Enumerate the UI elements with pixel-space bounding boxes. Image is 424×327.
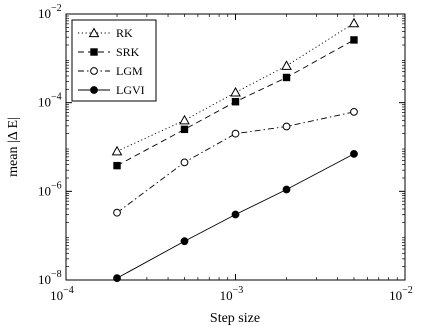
x-tick-label: 10−4 — [50, 285, 74, 303]
y-tick-exponent: −2 — [51, 3, 62, 14]
legend: RK SRK LGM LGVI — [71, 19, 157, 102]
series-line-lgm — [116, 111, 355, 214]
legend-label-lgvi: LGVI — [116, 83, 145, 97]
legend-box — [71, 19, 157, 102]
y-tick-label: 10−4 — [38, 92, 62, 110]
legend-marker-lgm — [90, 67, 98, 75]
x-tick-base: 10 — [389, 288, 402, 303]
data-point-lgvi — [113, 274, 121, 283]
data-point-srk — [113, 161, 121, 170]
y-tick-exponent: −6 — [51, 180, 62, 191]
y-tick-exponent: −4 — [51, 92, 62, 103]
legend-label-srk: SRK — [116, 45, 140, 59]
legend-label-rk: RK — [116, 26, 133, 40]
legend-label-lgm: LGM — [116, 64, 143, 78]
legend-marker-rk — [88, 27, 100, 38]
y-tick-base: 10 — [38, 6, 51, 21]
data-point-lgvi — [282, 185, 291, 194]
y-tick-base: 10 — [38, 183, 51, 198]
x-tick-base: 10 — [220, 288, 233, 303]
y-tick-base: 10 — [38, 272, 51, 287]
data-point-lgm — [231, 129, 240, 138]
y-tick-base: 10 — [38, 95, 51, 110]
legend-marker-srk — [90, 48, 98, 56]
legend-marker-lgvi — [90, 86, 98, 94]
y-tick-label: 10−6 — [38, 180, 62, 198]
x-tick-exponent: −4 — [63, 285, 74, 296]
y-tick-label: 10−8 — [38, 269, 62, 287]
data-point-lgm — [282, 122, 291, 131]
data-point-lgm — [350, 107, 358, 116]
y-tick-exponent: −8 — [51, 269, 62, 280]
data-point-srk — [180, 125, 189, 134]
data-point-lgvi — [180, 237, 189, 246]
axis-ticks: 10−4 10−3 10−210−810−610−410−2 — [38, 3, 413, 303]
data-point-rk — [348, 17, 360, 28]
data-point-lgm — [180, 158, 189, 167]
data-point-srk — [350, 36, 358, 44]
data-point-lgvi — [231, 210, 240, 219]
data-point-rk — [281, 60, 292, 70]
x-tick-exponent: −2 — [402, 285, 413, 296]
x-tick-exponent: −3 — [233, 285, 244, 296]
data-point-rk — [179, 114, 190, 125]
x-tick-label: 10−2 — [389, 285, 413, 303]
x-axis-label: Step size — [210, 311, 260, 326]
series-markers — [111, 17, 360, 283]
x-tick-label: 10−3 — [220, 285, 244, 303]
series-line-rk — [116, 22, 355, 152]
data-point-rk — [230, 86, 241, 97]
data-point-lgm — [113, 208, 121, 217]
data-point-lgvi — [350, 149, 358, 158]
data-point-srk — [282, 73, 291, 82]
x-tick-base: 10 — [50, 288, 63, 303]
data-point-rk — [111, 145, 123, 156]
y-tick-label: 10−2 — [38, 3, 62, 21]
data-point-srk — [231, 98, 240, 106]
y-axis-label: mean |Δ E| — [6, 117, 21, 177]
